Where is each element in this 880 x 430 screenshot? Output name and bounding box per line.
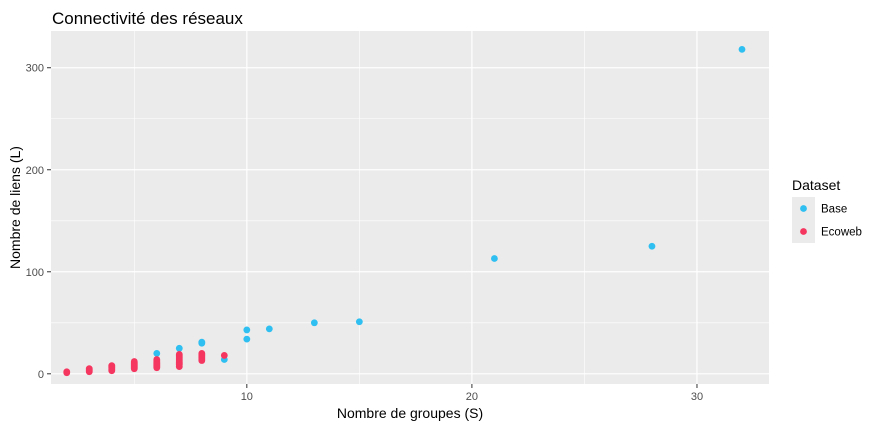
- legend-label-ecoweb: Ecoweb: [821, 227, 862, 239]
- y-tick-label: 300: [26, 63, 44, 75]
- data-point-ecoweb: [153, 356, 161, 363]
- data-point-ecoweb: [175, 351, 183, 358]
- data-point-ecoweb: [63, 368, 71, 376]
- x-tick-label: 10: [241, 391, 253, 403]
- data-point-ecoweb: [198, 349, 206, 357]
- data-point-base: [153, 349, 161, 357]
- legend-title: Dataset: [792, 177, 840, 193]
- x-tick-label: 30: [691, 391, 703, 403]
- data-points: [63, 45, 746, 377]
- y-tick-label: 100: [26, 267, 44, 279]
- data-point-base: [355, 318, 363, 326]
- data-point-base: [491, 255, 498, 262]
- y-axis-title: Nombre de liens (L): [7, 146, 23, 269]
- y-tick-label: 0: [38, 369, 44, 381]
- legend-label-base: Base: [821, 204, 847, 216]
- legend-marker-ecoweb: [800, 228, 807, 235]
- chart-title: Connectivité des réseaux: [52, 9, 243, 28]
- legend: Dataset Base Ecoweb: [792, 177, 862, 243]
- data-point-base: [265, 325, 273, 333]
- data-point-base: [243, 326, 251, 334]
- y-tick-label: 200: [26, 165, 44, 177]
- data-point-base: [648, 242, 656, 250]
- data-point-base: [310, 319, 318, 327]
- data-point-base: [738, 45, 746, 53]
- data-point-ecoweb: [130, 358, 138, 365]
- data-point-ecoweb: [220, 352, 228, 359]
- legend-marker-base: [800, 205, 807, 212]
- data-point-base: [198, 338, 206, 346]
- y-axis-ticks: 0 100 200 300: [26, 63, 51, 381]
- data-point-ecoweb: [108, 362, 116, 370]
- data-point-base: [243, 335, 251, 343]
- major-gridlines: [51, 31, 769, 384]
- data-point-ecoweb: [85, 365, 93, 373]
- x-axis-title: Nombre de groupes (S): [337, 405, 483, 421]
- data-point-base: [175, 344, 183, 352]
- plot-panel: [51, 31, 769, 384]
- minor-gridlines: [51, 31, 769, 384]
- x-axis-ticks: 10 20 30: [241, 384, 703, 403]
- x-tick-label: 20: [466, 391, 478, 403]
